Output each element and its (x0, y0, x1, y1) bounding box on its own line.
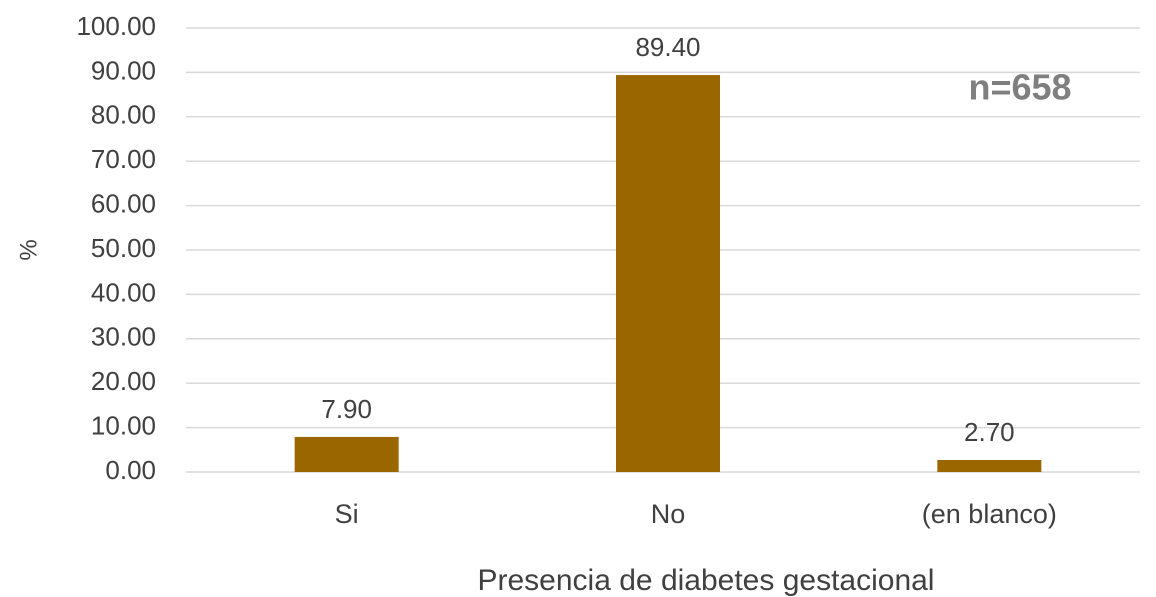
x-tick-label: No (651, 499, 686, 529)
x-tick-label: (en blanco) (922, 499, 1057, 529)
x-axis-label: Presencia de diabetes gestacional (478, 564, 935, 597)
y-tick-label: 30.00 (91, 322, 156, 352)
y-tick-label: 80.00 (91, 100, 156, 130)
y-tick-label: 10.00 (91, 410, 156, 440)
x-tick-label: Si (335, 499, 359, 529)
bar (937, 460, 1042, 472)
data-label: 89.40 (635, 32, 700, 62)
y-tick-label: 70.00 (91, 144, 156, 174)
annotation: n=658 (968, 67, 1071, 108)
data-label: 2.70 (964, 417, 1015, 447)
data-label: 7.90 (321, 394, 372, 424)
y-tick-label: 0.00 (105, 455, 156, 485)
y-tick-label: 100.00 (76, 11, 156, 41)
bar (294, 436, 399, 472)
bar (616, 75, 720, 473)
y-tick-label: 40.00 (91, 277, 156, 307)
y-axis-label: % (15, 239, 42, 260)
y-tick-label: 90.00 (91, 55, 156, 85)
y-tick-label: 20.00 (91, 366, 156, 396)
y-tick-label: 50.00 (91, 233, 156, 263)
y-tick-label: 60.00 (91, 188, 156, 218)
